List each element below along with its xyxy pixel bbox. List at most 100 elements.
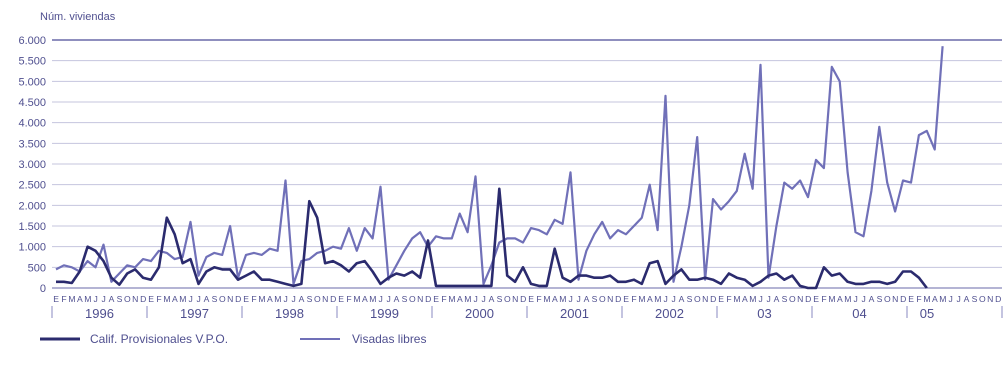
y-tick-label: 3.000 xyxy=(18,159,46,171)
x-month-label: D xyxy=(900,294,906,304)
x-month-label: F xyxy=(441,294,446,304)
x-month-label: E xyxy=(243,294,249,304)
x-month-label: A xyxy=(204,294,210,304)
x-month-label: M xyxy=(258,294,265,304)
x-month-label: M xyxy=(179,294,186,304)
x-month-label: M xyxy=(464,294,471,304)
x-year-label: 2002 xyxy=(655,306,684,321)
x-month-label: E xyxy=(623,294,629,304)
x-month-label: M xyxy=(448,294,455,304)
x-month-label: S xyxy=(877,294,883,304)
x-month-label: A xyxy=(679,294,685,304)
x-month-label: O xyxy=(694,294,701,304)
y-tick-label: 1.500 xyxy=(18,221,46,233)
x-month-label: J xyxy=(861,294,865,304)
x-month-label: N xyxy=(417,294,423,304)
x-month-label: N xyxy=(607,294,613,304)
x-month-label: F xyxy=(156,294,161,304)
x-month-label: N xyxy=(227,294,233,304)
x-month-label: N xyxy=(987,294,993,304)
x-month-label: M xyxy=(828,294,835,304)
y-tick-label: 1.000 xyxy=(18,242,46,254)
x-month-label: M xyxy=(68,294,75,304)
x-month-label: J xyxy=(576,294,580,304)
x-month-label: M xyxy=(84,294,91,304)
x-year-label: 1996 xyxy=(85,306,114,321)
x-month-label: D xyxy=(425,294,431,304)
x-month-label: M xyxy=(543,294,550,304)
x-month-label: E xyxy=(528,294,534,304)
x-month-label: J xyxy=(196,294,200,304)
x-month-label: J xyxy=(291,294,295,304)
y-tick-label: 5.500 xyxy=(18,56,46,68)
x-month-label: D xyxy=(330,294,336,304)
x-month-label: A xyxy=(647,294,653,304)
x-month-label: D xyxy=(995,294,1001,304)
x-month-label: S xyxy=(402,294,408,304)
x-month-label: D xyxy=(710,294,716,304)
x-month-label: J xyxy=(481,294,485,304)
x-month-label: F xyxy=(916,294,921,304)
x-month-labels: EFMAMJJASONDEFMAMJJASONDEFMAMJJASONDEFMA… xyxy=(53,294,1001,304)
x-month-label: O xyxy=(219,294,226,304)
y-tick-label: 6.000 xyxy=(18,35,46,47)
x-month-label: F xyxy=(726,294,731,304)
x-month-label: F xyxy=(346,294,351,304)
x-month-label: A xyxy=(362,294,368,304)
x-month-label: E xyxy=(338,294,344,304)
x-month-label: J xyxy=(759,294,763,304)
x-month-label: J xyxy=(284,294,288,304)
x-month-label: E xyxy=(718,294,724,304)
y-tick-label: 500 xyxy=(28,262,46,274)
x-month-label: M xyxy=(654,294,661,304)
x-month-label: F xyxy=(821,294,826,304)
x-year-label: 03 xyxy=(757,306,771,321)
x-month-label: A xyxy=(774,294,780,304)
x-month-label: A xyxy=(932,294,938,304)
x-month-label: A xyxy=(172,294,178,304)
x-month-label: S xyxy=(782,294,788,304)
x-month-label: A xyxy=(584,294,590,304)
x-month-label: O xyxy=(884,294,891,304)
x-month-label: E xyxy=(908,294,914,304)
x-month-label: N xyxy=(512,294,518,304)
x-month-label: J xyxy=(379,294,383,304)
x-month-label: E xyxy=(148,294,154,304)
x-month-label: A xyxy=(299,294,305,304)
legend-label-vpo: Calif. Provisionales V.P.O. xyxy=(90,332,228,346)
x-month-label: J xyxy=(474,294,478,304)
x-month-label: J xyxy=(94,294,98,304)
x-month-label: O xyxy=(124,294,131,304)
x-month-label: N xyxy=(132,294,138,304)
x-month-label: A xyxy=(77,294,83,304)
x-month-label: M xyxy=(844,294,851,304)
x-month-label: M xyxy=(749,294,756,304)
y-tick-label: 0 xyxy=(40,283,46,295)
x-year-label: 04 xyxy=(852,306,866,321)
x-month-label: M xyxy=(733,294,740,304)
x-year-labels: 1996 1997 1998 1999 2000 2001 2002 03 04 05 xyxy=(85,306,934,321)
x-month-label: M xyxy=(923,294,930,304)
y-tick-label: 4.500 xyxy=(18,97,46,109)
x-month-label: D xyxy=(615,294,621,304)
x-month-label: J xyxy=(956,294,960,304)
x-month-label: D xyxy=(520,294,526,304)
x-year-label: 2000 xyxy=(465,306,494,321)
x-year-label: 05 xyxy=(920,306,934,321)
y-axis-label: Núm. viviendas xyxy=(40,11,116,23)
x-year-label: 1997 xyxy=(180,306,209,321)
x-month-label: A xyxy=(964,294,970,304)
x-month-label: A xyxy=(869,294,875,304)
y-tick-label: 2.000 xyxy=(18,200,46,212)
x-month-label: O xyxy=(789,294,796,304)
x-month-label: O xyxy=(979,294,986,304)
x-month-label: M xyxy=(559,294,566,304)
x-month-label: J xyxy=(671,294,675,304)
y-tick-label: 5.000 xyxy=(18,76,46,88)
x-month-label: S xyxy=(592,294,598,304)
x-month-label: J xyxy=(101,294,105,304)
x-month-label: J xyxy=(949,294,953,304)
x-month-label: M xyxy=(163,294,170,304)
legend-label-libres: Visadas libres xyxy=(352,332,426,346)
x-month-label: F xyxy=(536,294,541,304)
